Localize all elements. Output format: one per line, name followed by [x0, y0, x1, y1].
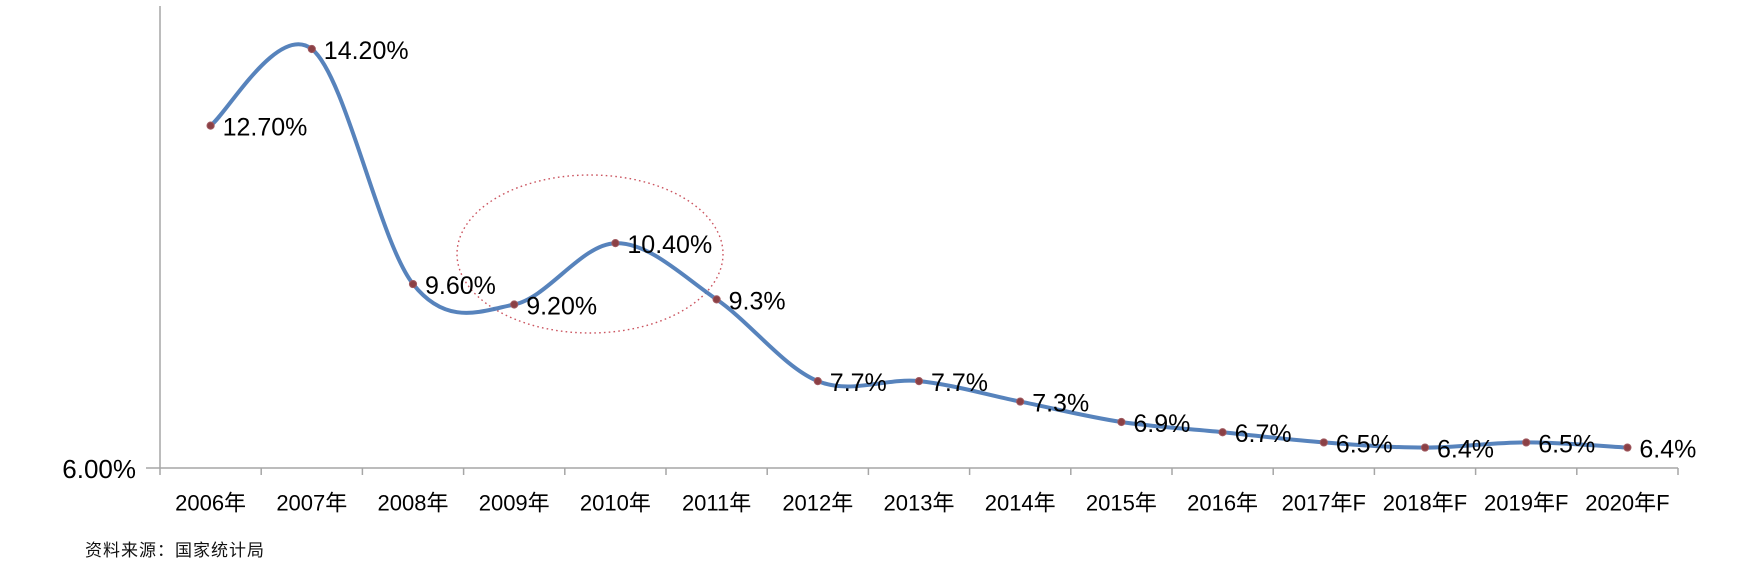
data-point-label: 6.4%: [1639, 436, 1696, 464]
x-axis-label: 2009年: [479, 491, 550, 516]
data-point-marker: [307, 44, 316, 54]
data-point-marker: [712, 295, 721, 304]
data-point-label: 6.4%: [1437, 436, 1494, 464]
x-axis-label: 2017年F: [1282, 491, 1366, 516]
data-point-label: 12.70%: [223, 114, 308, 142]
x-axis-label: 2018年F: [1383, 491, 1467, 516]
data-point-marker: [1218, 428, 1227, 437]
x-axis-label: 2006年: [175, 491, 246, 516]
data-point-label: 7.3%: [1032, 390, 1089, 418]
data-point-label: 6.9%: [1133, 410, 1190, 438]
x-axis-label: 2007年: [276, 491, 347, 516]
data-point-label: 6.7%: [1235, 420, 1292, 448]
data-point-label: 7.7%: [830, 369, 887, 397]
highlight-ellipse-annotation: [456, 174, 724, 334]
x-axis-label: 2013年: [884, 491, 955, 516]
data-point-marker: [1522, 438, 1531, 447]
trend-line: [208, 42, 1630, 450]
x-axis-label: 2012年: [782, 491, 853, 516]
data-point-label: 10.40%: [627, 231, 712, 259]
source-note: 资料来源：国家统计局: [85, 541, 265, 560]
x-axis-label: 2020年F: [1585, 491, 1669, 516]
data-point-marker: [408, 279, 418, 289]
x-axis-label: 2015年: [1086, 491, 1157, 516]
data-point-label: 14.20%: [324, 37, 409, 65]
data-point-label: 6.5%: [1538, 430, 1595, 458]
x-axis-label: 2010年: [580, 491, 651, 516]
data-point-label: 9.20%: [526, 292, 597, 320]
data-point-marker: [1319, 438, 1328, 447]
x-axis-label: 2011年: [682, 491, 751, 516]
x-axis-label: 2016年: [1187, 491, 1258, 516]
data-point-label: 7.7%: [931, 369, 988, 397]
data-point-marker: [206, 121, 215, 130]
data-point-marker: [1623, 443, 1632, 452]
x-axis-label: 2014年: [985, 491, 1056, 516]
data-point-marker: [1117, 417, 1126, 427]
data-point-label: 9.60%: [425, 272, 496, 300]
data-point-marker: [1016, 397, 1025, 406]
data-point-marker: [1420, 443, 1430, 452]
data-point-marker: [611, 239, 620, 248]
x-axis-label: 2019年F: [1484, 491, 1568, 516]
x-axis-label: 2008年: [378, 491, 449, 516]
data-point-marker: [813, 377, 822, 386]
data-point-marker: [914, 377, 924, 386]
data-point-label: 9.3%: [729, 287, 786, 315]
data-point-label: 6.5%: [1336, 430, 1393, 458]
y-axis-label: 6.00%: [62, 454, 136, 484]
data-point-marker: [510, 300, 519, 309]
